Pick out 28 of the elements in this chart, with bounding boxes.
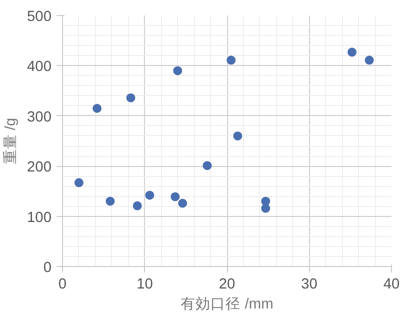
x-tick-label: 20 — [218, 276, 236, 292]
x-tick-label: 30 — [301, 276, 318, 292]
point — [178, 198, 188, 208]
point — [106, 196, 115, 206]
x-axis-title: 有効口径 /mm — [180, 296, 274, 312]
point — [145, 190, 154, 200]
point — [173, 66, 182, 76]
point — [202, 161, 212, 170]
point — [170, 192, 180, 202]
y-tick-label: 400 — [27, 59, 52, 76]
x-tick-label: 10 — [136, 276, 153, 292]
point — [74, 178, 84, 188]
y-tick-label: 300 — [27, 109, 52, 126]
point — [348, 48, 357, 57]
x-tick-label: 40 — [383, 276, 400, 292]
point — [92, 104, 102, 113]
point — [233, 131, 242, 140]
point — [126, 93, 136, 102]
y-tick-label: 100 — [27, 210, 52, 226]
point — [364, 56, 374, 65]
y-tick-label: 200 — [27, 160, 52, 176]
point — [261, 204, 270, 213]
point — [132, 201, 142, 210]
y-tick-label: 0 — [43, 260, 52, 276]
y-tick-label: 500 — [27, 9, 52, 25]
point — [226, 56, 236, 65]
x-tick-label: 0 — [58, 276, 67, 292]
y-axis-title: 重量 /g — [2, 118, 20, 164]
